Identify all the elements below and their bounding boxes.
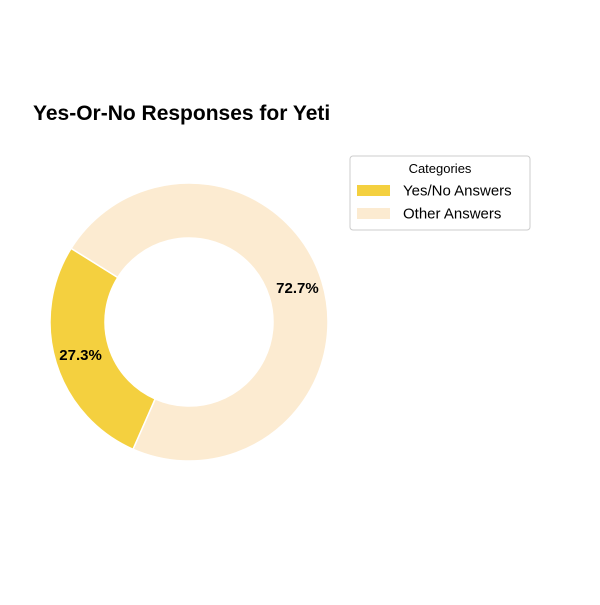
legend-items: Yes/No Answers Other Answers bbox=[357, 183, 512, 223]
donut-slices bbox=[49, 182, 329, 462]
legend: Categories Yes/No Answers Other Answers bbox=[349, 155, 531, 231]
slice-percent-label-1: 27.3% bbox=[59, 347, 102, 364]
legend-swatch-1 bbox=[357, 185, 390, 196]
legend-label-2: Other Answers bbox=[403, 206, 501, 223]
slice-percent-label-2: 72.7% bbox=[276, 280, 319, 297]
donut-slice-1 bbox=[49, 247, 157, 451]
legend-swatch-2 bbox=[357, 208, 390, 219]
donut-slice-2 bbox=[70, 182, 329, 462]
legend-title: Categories bbox=[409, 161, 472, 176]
chart-title: Yes-Or-No Responses for Yeti bbox=[33, 102, 330, 125]
legend-label-1: Yes/No Answers bbox=[403, 183, 512, 200]
legend-frame bbox=[349, 155, 531, 231]
donut-slice-labels: 27.3% 72.7% bbox=[59, 280, 318, 364]
